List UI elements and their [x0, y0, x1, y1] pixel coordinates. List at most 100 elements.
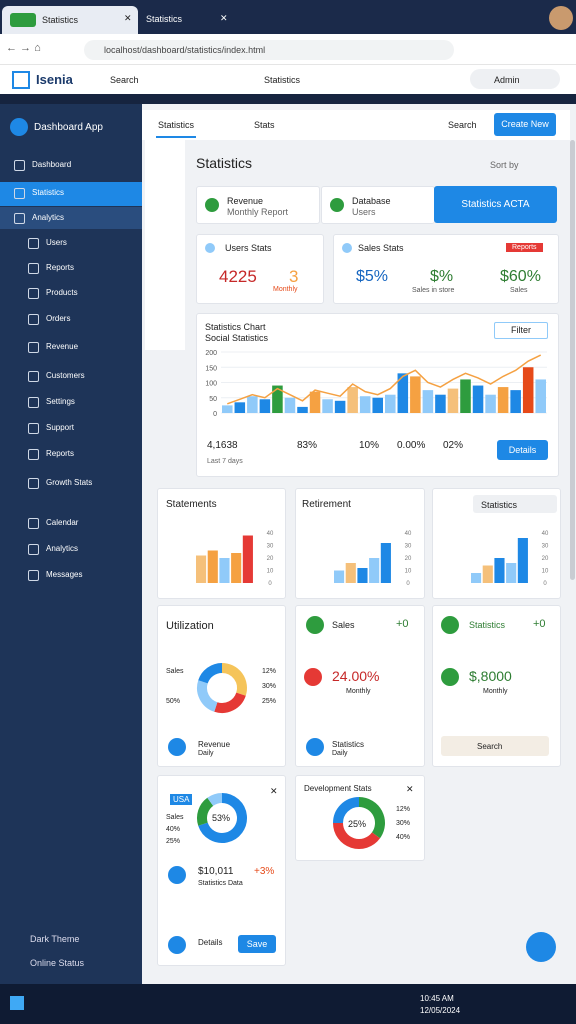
donut	[197, 793, 247, 843]
tab-title[interactable]: Statistics	[146, 14, 183, 24]
save-button[interactable]: Save	[238, 935, 276, 953]
clock: 10:45 AM	[420, 994, 454, 1003]
card: Utilization Sales 50% 12% 30% 25% Revenu…	[157, 605, 286, 767]
header-link[interactable]: Statistics	[264, 75, 301, 85]
y-tick-label: 40	[267, 531, 274, 537]
profile[interactable]	[549, 6, 573, 30]
y-tick-label: 10	[405, 569, 412, 575]
y-tick-label: 10	[267, 569, 274, 575]
bar	[410, 376, 421, 413]
trend-line	[227, 354, 542, 405]
nav-item[interactable]: Revenue	[46, 342, 79, 351]
close[interactable]: ✕	[406, 784, 414, 794]
nav-item[interactable]: Products	[46, 288, 78, 297]
sidebar-footer[interactable]: Dark Theme	[30, 934, 80, 944]
tab-close[interactable]: ✕	[124, 13, 132, 23]
bar	[510, 390, 521, 413]
y-tick-label: 10	[542, 569, 549, 575]
nav-item[interactable]: Dashboard	[32, 160, 72, 169]
nav-item[interactable]: Analytics	[32, 213, 65, 222]
details-button[interactable]: Details	[497, 440, 548, 460]
card: Development Stats ✕ 25% 12% 30% 40%	[295, 775, 425, 861]
page-title: Statistics	[196, 155, 253, 171]
close[interactable]: ✕	[270, 786, 278, 796]
user-pill[interactable]	[470, 69, 560, 89]
nav-item[interactable]: Customers	[46, 371, 85, 380]
donut-slice	[358, 797, 385, 839]
main-tab[interactable]: Statistics	[158, 120, 195, 130]
bar	[334, 400, 346, 413]
bar	[219, 558, 230, 583]
bar	[385, 394, 396, 413]
bar	[347, 387, 358, 413]
search-pill[interactable]	[441, 736, 549, 756]
card-value: $,8000	[469, 668, 512, 684]
nav-item[interactable]: Support	[46, 423, 75, 432]
y-tick-label: 0	[268, 581, 272, 587]
nav-item[interactable]: Users	[46, 238, 67, 247]
main-tab[interactable]: Stats	[254, 120, 275, 130]
filter[interactable]: Filter	[494, 322, 548, 339]
y-tick-label: 20	[542, 556, 549, 562]
donut-slice	[207, 793, 223, 807]
bar	[234, 402, 246, 413]
cta-button[interactable]: Create New	[494, 113, 556, 136]
legend: 12%	[396, 806, 411, 813]
nav-item[interactable]: Analytics	[46, 544, 79, 553]
nav-item[interactable]: Reports	[46, 263, 75, 272]
bar	[207, 550, 218, 583]
tab-close[interactable]: ✕	[220, 13, 228, 23]
sub-item-bg	[0, 207, 142, 229]
header-link[interactable]: Search	[110, 75, 139, 85]
y-tick-label: 100	[205, 381, 217, 388]
legend: 30%	[396, 820, 411, 827]
nav-item[interactable]: Growth Stats	[46, 478, 93, 487]
logo: Isenia	[36, 72, 73, 87]
nav-item[interactable]: Statistics	[32, 188, 65, 197]
date: 12/05/2024	[420, 1006, 461, 1015]
delta: +3%	[254, 866, 275, 877]
bar	[506, 563, 517, 583]
bar	[231, 553, 242, 583]
search[interactable]: Search	[448, 120, 477, 130]
legend: 25%	[262, 698, 277, 705]
action-card[interactable]: Database Users	[321, 186, 435, 224]
tab-title: Statistics	[42, 15, 79, 25]
bar	[460, 379, 471, 413]
strip	[0, 94, 576, 104]
donut-slice	[214, 692, 246, 713]
sort[interactable]: Sort by	[490, 160, 519, 170]
nav-item[interactable]: Settings	[46, 397, 75, 406]
card-note: Statistics Data	[198, 880, 243, 887]
sidebar-footer[interactable]: Online Status	[30, 958, 85, 968]
delta: +0	[533, 618, 546, 630]
nav-item[interactable]: Calendar	[46, 518, 79, 527]
start[interactable]	[10, 996, 24, 1010]
nav-item[interactable]: Reports	[46, 449, 75, 458]
stat-value: $5%	[356, 268, 389, 285]
stat-label: Sales Stats	[358, 243, 404, 253]
stat-card: Sales Stats Reports $5% $% $60% Sales in…	[333, 234, 559, 304]
amount: $10,011	[198, 866, 234, 877]
fab[interactable]	[526, 932, 556, 962]
nav-item[interactable]: Messages	[46, 570, 83, 579]
url-bar[interactable]	[84, 40, 454, 60]
bar	[471, 573, 482, 583]
legend: 30%	[262, 683, 277, 690]
action-button[interactable]: Statistics ACTA	[434, 186, 557, 223]
sidebar: Dashboard App Dark Theme Online Status D…	[0, 104, 142, 984]
nav-buttons[interactable]: ← → ⌂	[6, 42, 41, 54]
legend: 25%	[166, 838, 181, 845]
bar	[297, 406, 308, 413]
bar	[422, 390, 434, 413]
tab-icon	[10, 13, 36, 27]
y-tick-label: 30	[542, 544, 549, 550]
donut	[333, 797, 385, 849]
bar	[359, 396, 371, 413]
action-card[interactable]: Revenue Monthly Report	[196, 186, 320, 224]
nav-item[interactable]: Orders	[46, 314, 71, 323]
toolbar[interactable]	[473, 495, 557, 513]
card-note: Monthly	[483, 688, 508, 695]
bar	[447, 388, 459, 413]
